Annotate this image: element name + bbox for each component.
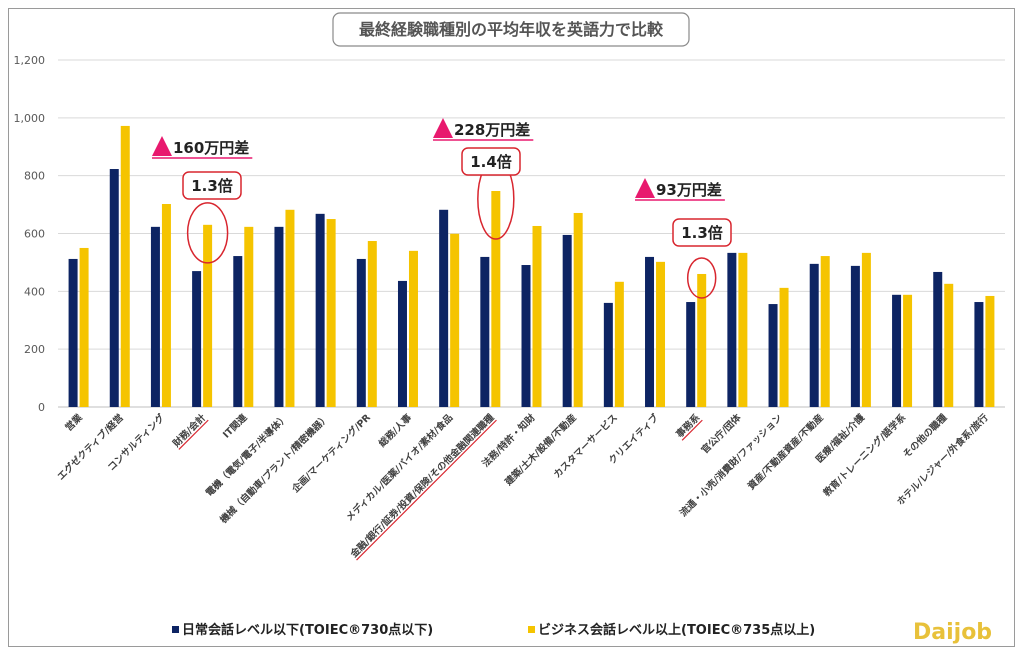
bar-daily-13 bbox=[603, 302, 613, 407]
annotations: 160万円差 1.3倍 228万円差 1.4倍 93万円差 1.3倍 bbox=[152, 118, 732, 299]
bar-daily-12 bbox=[562, 234, 572, 407]
bar-daily-5 bbox=[274, 226, 284, 407]
bar-daily-8 bbox=[397, 280, 407, 407]
x-tick-label: 財務/会計 bbox=[170, 411, 209, 450]
bar-daily-21 bbox=[933, 271, 943, 407]
bar-business-11 bbox=[532, 225, 542, 407]
ratio-label: 1.3倍 bbox=[681, 224, 723, 242]
ratio-box bbox=[182, 171, 242, 200]
bar-daily-0 bbox=[68, 258, 78, 407]
x-tick-label: 営業 bbox=[63, 411, 85, 433]
bar-business-19 bbox=[861, 252, 871, 407]
bar-business-13 bbox=[614, 281, 624, 407]
ratio-box bbox=[461, 147, 521, 176]
bar-daily-1 bbox=[109, 169, 119, 407]
bar-daily-18 bbox=[809, 263, 819, 407]
highlight-underline bbox=[681, 419, 703, 441]
y-tick-label: 1,000 bbox=[14, 112, 46, 125]
ratio-label: 1.4倍 bbox=[470, 153, 512, 171]
bar-daily-2 bbox=[150, 226, 160, 407]
bar-daily-15 bbox=[686, 302, 696, 407]
bar-business-20 bbox=[903, 294, 913, 407]
bar-business-16 bbox=[738, 252, 748, 407]
triangle-icon bbox=[635, 178, 655, 198]
y-tick-label: 400 bbox=[24, 285, 45, 298]
x-tick-label: 電機（電気/電子/半導体） bbox=[203, 412, 290, 499]
bar-daily-3 bbox=[192, 271, 202, 407]
bar-business-21 bbox=[944, 283, 954, 407]
bar-daily-17 bbox=[768, 304, 778, 407]
y-axis-ticks: 0 200 400 600 800 1,000 1,200 bbox=[14, 54, 46, 414]
highlight-circle bbox=[186, 202, 229, 264]
bar-business-5 bbox=[285, 209, 295, 407]
bar-business-8 bbox=[408, 250, 418, 407]
ratio-box bbox=[672, 218, 732, 247]
x-tick-label: 教育/トレーニング/語学系 bbox=[820, 411, 908, 499]
highlight-circle bbox=[686, 257, 717, 299]
x-tick-label: 建築/土木/設備/不動産 bbox=[502, 411, 579, 488]
bar-business-3 bbox=[203, 224, 213, 407]
bar-daily-16 bbox=[727, 252, 737, 407]
bar-business-10 bbox=[491, 190, 501, 407]
highlight-underline bbox=[178, 419, 209, 450]
bar-business-12 bbox=[573, 212, 583, 407]
daijob-logo: Daijob bbox=[913, 620, 992, 645]
bar-business-9 bbox=[450, 233, 460, 407]
bar-daily-9 bbox=[439, 209, 449, 407]
triangle-icon bbox=[433, 118, 453, 138]
bar-business-22 bbox=[985, 295, 995, 407]
bars bbox=[68, 125, 995, 408]
bar-business-14 bbox=[656, 261, 666, 407]
legend-label-series-2: ビジネス会話レベル以上(TOIEC®735点以上) bbox=[538, 622, 815, 638]
bar-daily-22 bbox=[974, 302, 984, 407]
bar-daily-7 bbox=[356, 258, 366, 407]
x-tick-label: 官公庁/団体 bbox=[699, 411, 744, 456]
bar-business-6 bbox=[326, 219, 336, 407]
bar-daily-20 bbox=[892, 294, 902, 407]
x-tick-label: 金融/銀行/証券/投資/保険/その他金融関連職種 bbox=[347, 411, 496, 560]
y-tick-label: 200 bbox=[24, 343, 45, 356]
chart-title-box: 最終経験職種別の平均年収を英語力で比較 bbox=[332, 12, 690, 47]
bar-business-4 bbox=[244, 226, 254, 407]
ratio-label: 1.3倍 bbox=[191, 177, 233, 195]
bar-daily-19 bbox=[850, 265, 860, 407]
chart-frame bbox=[8, 8, 1015, 647]
y-tick-label: 600 bbox=[24, 228, 45, 241]
bar-business-0 bbox=[79, 247, 89, 407]
legend-swatch-yellow bbox=[528, 626, 535, 633]
bar-business-17 bbox=[779, 287, 789, 407]
x-tick-label: 企画/マーケティング/PR bbox=[289, 411, 374, 496]
bar-daily-14 bbox=[645, 256, 655, 407]
chart-title: 最終経験職種別の平均年収を英語力で比較 bbox=[359, 20, 664, 39]
bar-business-15 bbox=[697, 273, 707, 407]
y-tick-label: 1,200 bbox=[14, 54, 46, 67]
triangle-icon bbox=[152, 136, 172, 156]
bar-business-2 bbox=[161, 204, 171, 407]
legend-label-series-1: 日常会話レベル以下(TOIEC®730点以下) bbox=[182, 622, 433, 638]
x-tick-label: 総務/人事 bbox=[376, 411, 414, 449]
bar-business-7 bbox=[367, 241, 377, 407]
legend: 日常会話レベル以下(TOIEC®730点以下) ビジネス会話レベル以上(TOIE… bbox=[172, 622, 815, 638]
difference-label: 228万円差 bbox=[454, 121, 530, 139]
highlight-underline bbox=[356, 419, 497, 561]
y-tick-label: 800 bbox=[24, 170, 45, 183]
bar-business-18 bbox=[820, 256, 830, 407]
x-tick-label: IT関連 bbox=[220, 411, 249, 440]
difference-label: 160万円差 bbox=[173, 139, 249, 157]
bar-daily-4 bbox=[233, 256, 243, 407]
bar-business-1 bbox=[120, 125, 130, 408]
y-tick-label: 0 bbox=[38, 401, 45, 414]
bar-daily-10 bbox=[480, 256, 490, 407]
x-tick-label: エグゼクティブ/経営 bbox=[55, 412, 126, 483]
bar-daily-11 bbox=[521, 265, 531, 407]
difference-label: 93万円差 bbox=[656, 181, 722, 199]
bar-daily-6 bbox=[315, 213, 325, 407]
x-tick-label: 事務系 bbox=[674, 411, 703, 440]
legend-swatch-navy bbox=[172, 626, 179, 633]
x-tick-label: 資産/不動産資産/不動産 bbox=[745, 411, 826, 492]
